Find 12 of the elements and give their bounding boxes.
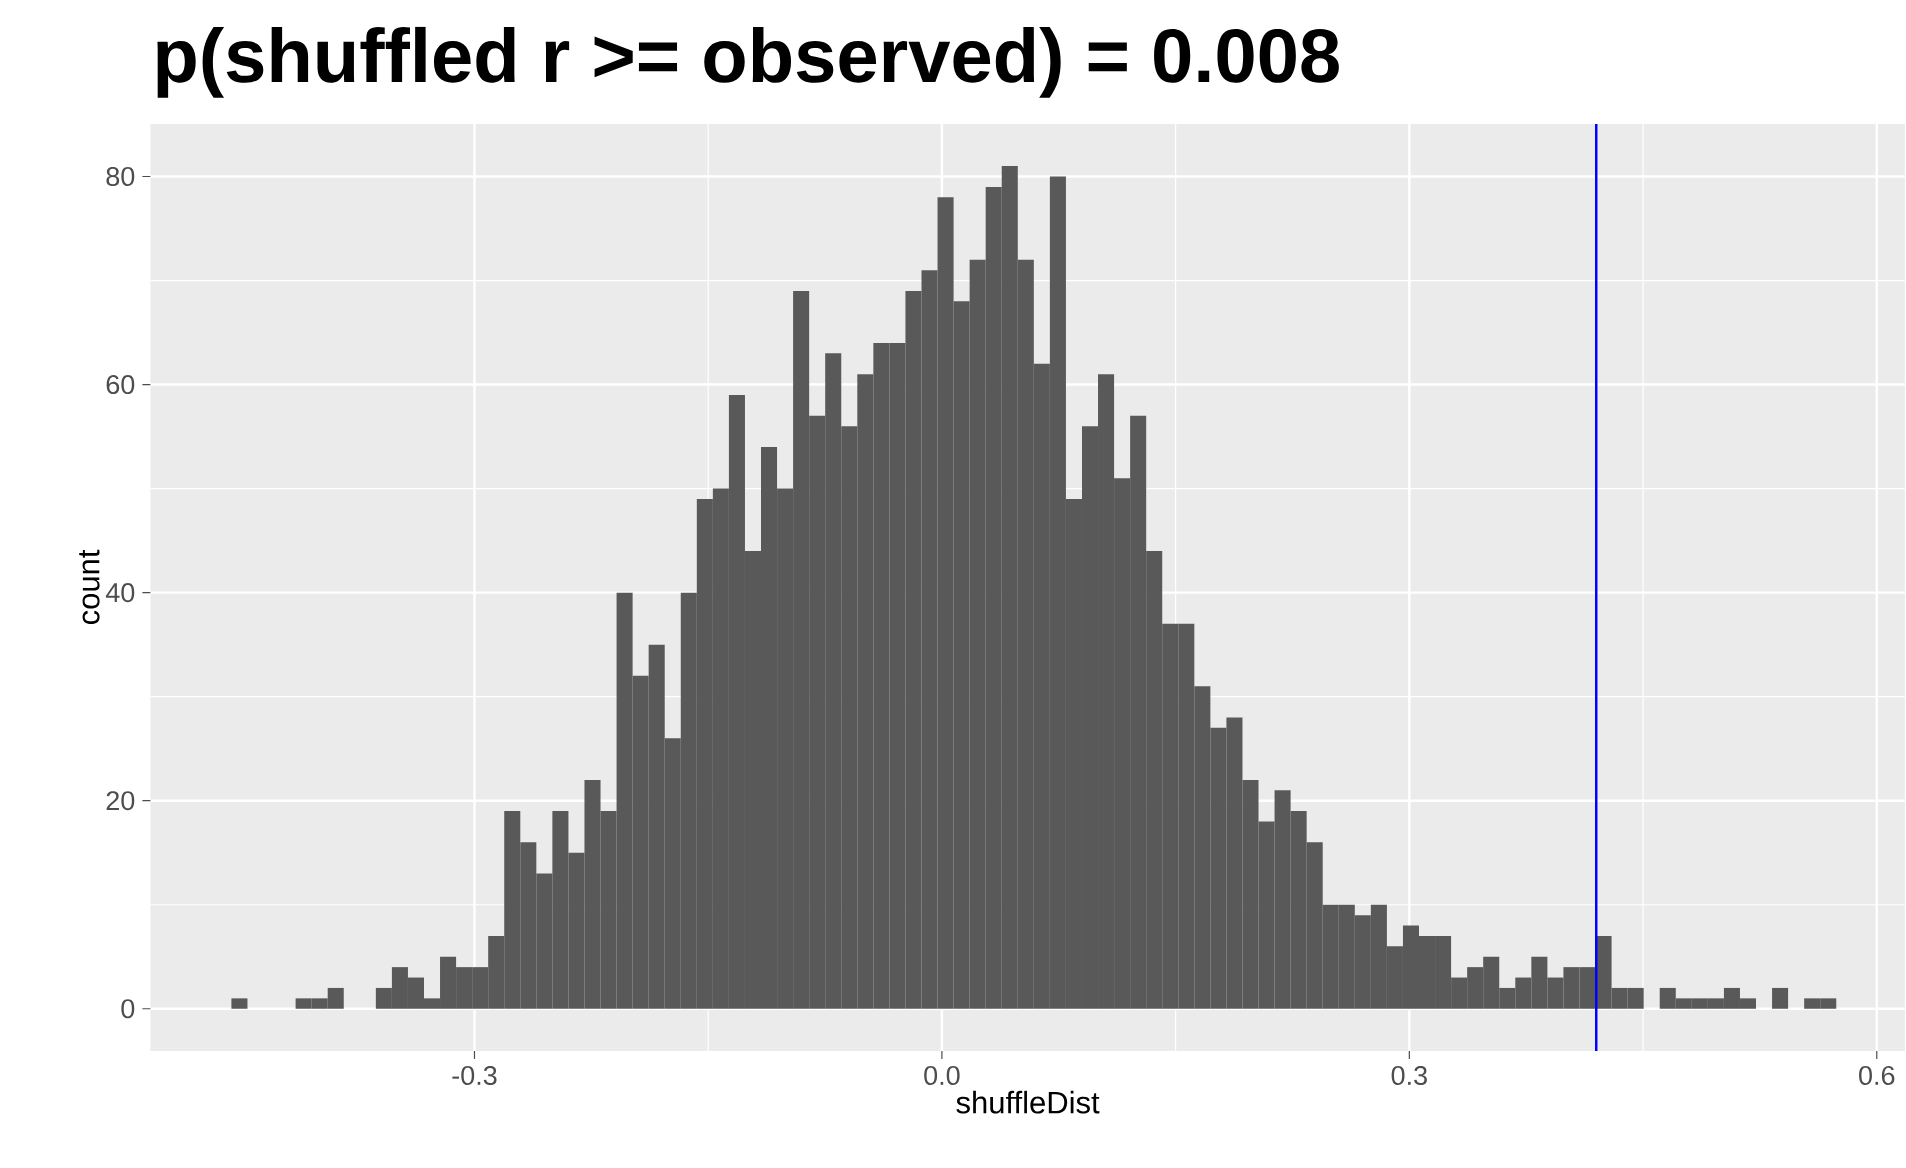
y-tick-label: 20 — [106, 791, 135, 811]
y-tick-label: 80 — [106, 167, 135, 187]
x-tick-label: 0.6 — [1859, 1066, 1895, 1086]
x-tick-label: 0.0 — [924, 1066, 960, 1086]
x-tick-label: 0.3 — [1391, 1066, 1427, 1086]
y-tick-label: 60 — [106, 375, 135, 395]
chart-title: p(shuffled r >= observed) = 0.008 — [157, 26, 1339, 98]
x-axis-title: shuffleDist — [956, 1090, 1100, 1114]
y-axis-title: count — [79, 549, 100, 625]
x-tick-label: -0.3 — [452, 1066, 497, 1086]
y-tick-label: 0 — [121, 999, 135, 1019]
y-tick-label: 40 — [105, 583, 135, 603]
